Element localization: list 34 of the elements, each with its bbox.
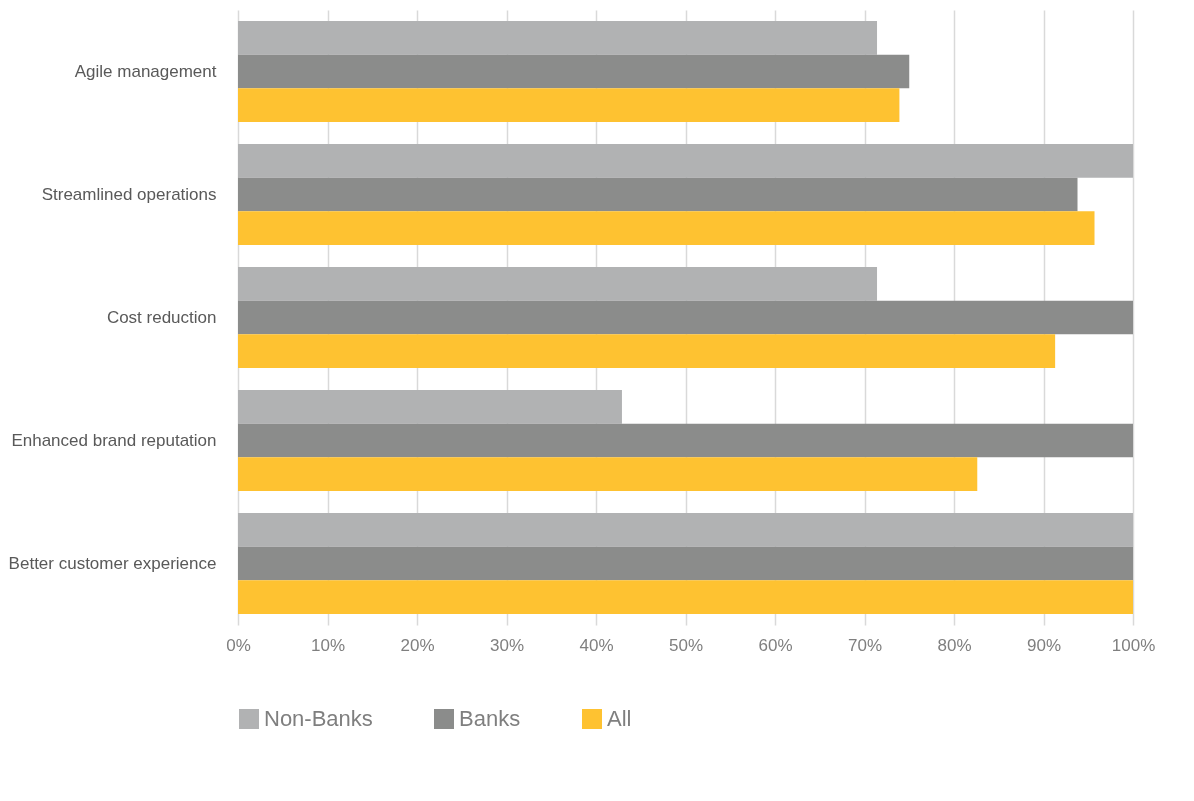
legend-label: All — [607, 706, 632, 731]
x-tick-label: 0% — [226, 635, 251, 655]
bar — [238, 211, 1095, 245]
legend-label: Non-Banks — [264, 706, 373, 731]
bar — [238, 300, 1133, 335]
y-tick-label: Enhanced brand reputation — [11, 430, 217, 450]
x-tick-label: 10% — [310, 635, 346, 655]
bar — [238, 21, 878, 55]
bar — [238, 457, 978, 491]
bar — [238, 513, 1133, 547]
x-tick-label: 50% — [668, 635, 704, 655]
y-tick-label: Better customer experience — [8, 553, 217, 573]
bar — [238, 144, 1133, 178]
y-tick-label: Streamlined operations — [41, 184, 217, 204]
bar — [238, 267, 878, 301]
bar — [238, 390, 622, 424]
bar — [238, 334, 1056, 368]
legend-label: Banks — [459, 706, 521, 731]
bar — [238, 580, 1133, 614]
y-tick-label: Agile management — [74, 61, 217, 81]
bar — [238, 88, 900, 122]
y-tick-label: Cost reduction — [106, 307, 217, 327]
bar — [238, 54, 910, 89]
bar — [238, 177, 1078, 212]
x-tick-label: 30% — [489, 635, 525, 655]
x-tick-label: 90% — [1026, 635, 1062, 655]
bar — [238, 546, 1133, 581]
x-tick-label: 60% — [758, 635, 793, 655]
x-tick-label: 70% — [847, 635, 883, 655]
x-tick-label: 20% — [400, 635, 435, 655]
bar — [238, 423, 1133, 458]
x-tick-label: 100% — [1111, 635, 1156, 655]
x-tick-label: 80% — [937, 635, 972, 655]
x-tick-label: 40% — [579, 635, 614, 655]
